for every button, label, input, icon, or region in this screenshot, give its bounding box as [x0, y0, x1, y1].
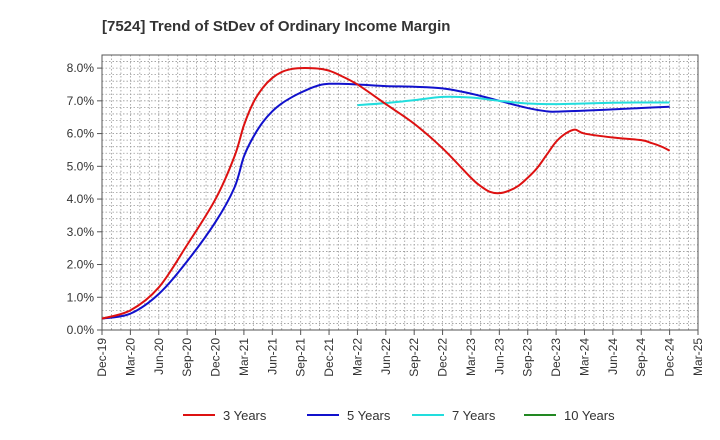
x-tick-label: Mar-22 [350, 338, 364, 376]
axis-labels: 0.0% 1.0% 2.0% 3.0% 4.0% 5.0% 6.0% 7.0% 8.0% Dec-… [67, 61, 705, 377]
series-line-3-years [101, 66, 671, 320]
legend-item-7-years: 7 Years [412, 408, 496, 423]
x-tick-label: Sep-20 [180, 338, 194, 377]
legend-label: 3 Years [223, 408, 267, 423]
x-tick-label: Mar-20 [123, 338, 137, 376]
plot-border [101, 54, 699, 331]
x-tick-label: Mar-21 [237, 338, 251, 376]
x-tick-label: Jun-20 [152, 338, 166, 375]
x-tick-label: Mar-24 [577, 338, 591, 376]
x-tick-label: Mar-23 [464, 338, 478, 376]
x-tick-label: Sep-24 [634, 338, 648, 377]
series-line-5-years [101, 82, 670, 320]
x-tick-label: Jun-22 [379, 338, 393, 375]
x-tick-label: Mar-25 [691, 338, 705, 376]
y-tick-label: 8.0% [67, 61, 95, 75]
x-tick-label: Dec-19 [95, 338, 109, 377]
x-tick-label: Jun-24 [606, 338, 620, 375]
plot-grid [101, 54, 699, 331]
legend-item-10-years: 10 Years [524, 408, 615, 423]
y-tick-label: 1.0% [67, 290, 95, 304]
legend-label: 5 Years [347, 408, 391, 423]
y-tick-label: 2.0% [67, 258, 95, 272]
legend: 3 Years 5 Years 7 Years 10 Years [183, 408, 615, 423]
legend-label: 7 Years [452, 408, 496, 423]
series-lines [101, 66, 671, 320]
x-tick-label: Dec-23 [549, 338, 563, 377]
x-tick-label: Dec-24 [663, 338, 677, 377]
y-tick-label: 5.0% [67, 159, 95, 173]
y-tick-label: 6.0% [67, 127, 95, 141]
y-tick-label: 7.0% [67, 94, 95, 108]
x-tick-label: Sep-21 [294, 338, 308, 377]
legend-label: 10 Years [564, 408, 615, 423]
x-tick-label: Jun-21 [265, 338, 279, 375]
y-tick-label: 4.0% [67, 192, 95, 206]
x-tick-label: Sep-23 [521, 338, 535, 377]
y-tick-label: 3.0% [67, 225, 95, 239]
x-tick-label: Dec-20 [209, 338, 223, 377]
chart-title: [7524] Trend of StDev of Ordinary Income… [102, 18, 450, 35]
x-tick-label: Jun-23 [492, 338, 506, 375]
y-tick-label: 0.0% [67, 323, 95, 337]
series-line-7-years [357, 95, 670, 107]
x-tick-label: Dec-21 [322, 338, 336, 377]
legend-item-3-years: 3 Years [183, 408, 267, 423]
x-tick-label: Dec-22 [436, 338, 450, 377]
legend-item-5-years: 5 Years [307, 408, 391, 423]
x-tick-label: Sep-22 [407, 338, 421, 377]
